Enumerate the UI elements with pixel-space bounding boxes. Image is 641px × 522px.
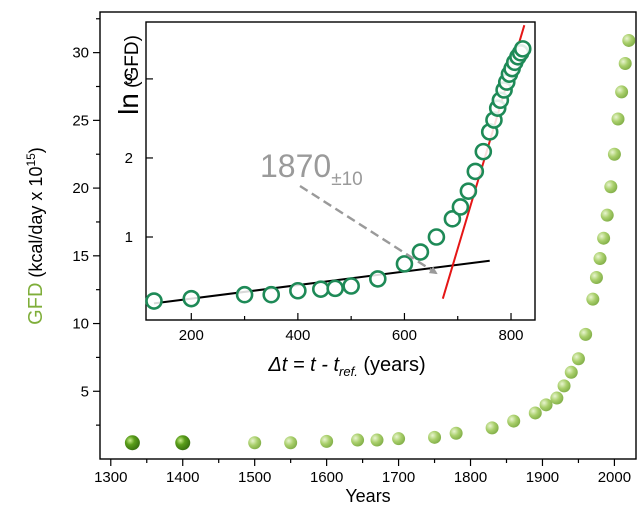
inset-x-tick-label: 400 [285,327,310,344]
main-data-point [485,421,499,435]
main-plot: 1300 1400 1500 1600 1700 1800 1900 2000 5101520… [24,11,637,506]
main-y-tick-label: 15 [72,248,89,265]
main-data-point [615,85,629,99]
main-data-point [351,433,365,447]
inset-y-axis-label-text: (GFD) [122,35,143,93]
inset-data-point [182,289,201,308]
main-data-point [597,231,611,245]
main-x-tick-label: 1600 [310,469,343,486]
main-y-axis-label-prefix: GFD [25,283,47,325]
main-x-tick-label: 1700 [382,469,415,486]
inset-data-point [427,228,446,246]
main-data-point [607,147,621,161]
main-data-point [589,270,603,284]
inset-data-point [395,255,414,273]
main-y-axis-label-text: (kcal/day x 10 [26,167,46,283]
main-y-tick-label: 5 [81,383,89,400]
main-data-point [449,426,463,440]
main-data-point [370,433,384,447]
main-y-axis-label-sup: 15 [24,153,38,167]
inset-series [145,40,532,310]
main-data-point [392,432,406,446]
main-data-point [618,56,632,70]
inset-data-point [326,279,344,298]
inset-x-tick-label: 200 [179,327,204,344]
annotation-label: 1870±10 [260,148,363,190]
main-data-point-highlight [124,435,140,451]
main-y-tick-label: 10 [72,316,89,333]
inset-data-point [369,270,387,288]
main-data-point [528,406,542,420]
main-data-point [428,430,442,444]
inset-y-tick-label: 3 [125,71,133,88]
inset-data-point [459,182,478,200]
annotation-year: 1870 [260,148,331,184]
main-plot-frame [99,11,637,460]
main-x-tick-label: 2000 [598,469,631,486]
main-x-tick-label: 1800 [454,469,487,486]
main-y-tick-label: 30 [72,45,89,62]
main-x-tick-label: 1500 [238,469,271,486]
main-data-point [284,436,298,450]
inset-x-axis: 200 400 600 800 [179,313,524,344]
inset-x-axis-label-delta: Δt [267,354,288,376]
inset-annotation: 1870±10 [260,148,438,275]
main-data-point [557,379,571,393]
main-data-point [604,180,618,194]
inset-y-axis-label: ln (GFD) [113,35,144,115]
inset-x-tick-label: 800 [499,327,524,344]
inset-data-point [451,198,470,216]
inset-data-point [342,277,360,295]
inset-data-point [262,285,281,304]
inset-data-point [466,162,485,181]
main-data-point [586,292,600,306]
annotation-uncertainty: ±10 [331,169,363,190]
inset-data-point [289,281,307,300]
main-y-axis-label: GFD (kcal/day x 1015) [24,147,47,325]
main-data-point [539,398,553,412]
main-x-axis: 1300 1400 1500 1600 1700 1800 1900 2000 [94,459,631,486]
main-data-point [507,414,521,428]
main-y-tick-label: 25 [72,112,89,129]
main-y-axis: 5 10 15 20 25 30 [72,18,100,426]
inset-data-point [513,40,532,58]
main-data-point [622,33,636,47]
main-data-point [550,391,564,405]
annotation-arrow [299,184,438,275]
inset-x-axis-label-eq: = t - t [287,354,340,376]
main-data-point [611,112,625,126]
inset-y-axis: 1 2 3 [125,71,153,246]
main-data-point [571,352,585,366]
main-data-point [600,208,614,222]
main-y-tick-label: 20 [72,180,89,197]
inset-x-tick-label: 600 [392,327,417,344]
inset-x-axis-label: Δt = t - tref. (years) [267,354,425,379]
main-data-point [579,327,593,341]
inset-x-axis-label-sub: ref. [339,364,358,379]
inset-x-axis-label-suffix: (years) [358,354,426,376]
inset-data-point [474,142,493,161]
inset-y-tick-label: 1 [125,229,133,246]
main-data-point [593,252,607,266]
main-series [124,33,636,451]
main-data-point [564,365,578,379]
main-data-point-highlight [175,435,191,451]
inset-y-axis-label-ln: ln [113,93,144,115]
inset-data-point [235,285,254,304]
inset-data-point [311,280,330,298]
inset-data-point [411,243,430,261]
inset-plot: 200 400 600 800 1 2 3 1870±10 Δt = t - tref. … [113,21,536,379]
inset-y-tick-label: 2 [125,150,133,167]
main-y-axis-label-suffix: ) [26,147,46,153]
main-data-point [320,434,334,448]
main-x-axis-label: Years [345,486,390,506]
main-data-point [248,436,262,450]
inset-data-point [145,292,163,310]
main-x-tick-label: 1400 [166,469,199,486]
main-x-tick-label: 1300 [94,469,127,486]
main-x-tick-label: 1900 [526,469,559,486]
inset-data-point [443,210,462,228]
